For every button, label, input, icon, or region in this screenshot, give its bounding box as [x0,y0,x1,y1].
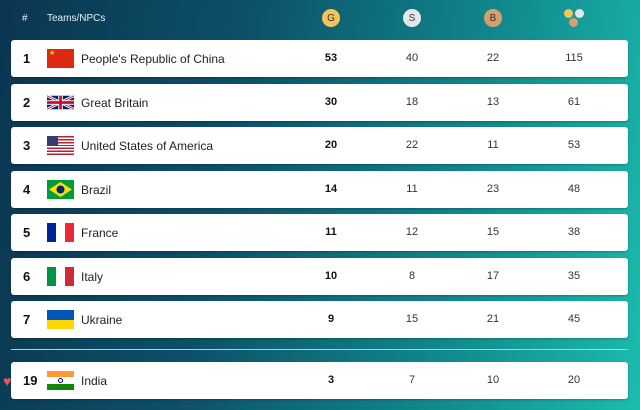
rank: 6 [23,268,31,284]
gold-count: 53 [324,52,338,64]
team-name[interactable]: France [81,226,119,240]
divider [11,349,628,350]
bronze-medal-icon[interactable]: B [484,9,502,27]
gold-count: 3 [327,374,335,386]
team-name[interactable]: People's Republic of China [81,52,225,66]
total-medals-icon[interactable] [563,8,585,28]
total-count: 53 [567,139,581,151]
table-row[interactable]: 2 Great Britain 30 18 13 61 [11,83,628,121]
italy-flag-icon [47,266,74,286]
gold-count: 20 [324,139,338,151]
silver-count: 40 [405,52,419,64]
team-name[interactable]: Ukraine [81,313,123,327]
silver-count: 15 [405,313,419,325]
total-count: 45 [567,313,581,325]
team-header: Teams/NPCs [47,13,106,24]
table-row[interactable]: 3 United States of America 20 22 11 53 [11,127,628,164]
total-count: 20 [567,374,581,386]
silver-count: 12 [405,226,419,238]
gold-count: 11 [325,226,337,238]
usa-flag-icon [47,136,74,155]
bronze-count: 13 [486,95,500,108]
bronze-count: 22 [486,52,500,64]
silver-count: 22 [405,139,419,151]
bronze-count: 15 [486,226,500,238]
silver-count: 11 [406,182,418,195]
bronze-count: 23 [486,182,500,195]
bronze-count: 11 [487,139,499,151]
gold-count: 30 [324,95,338,108]
total-count: 38 [567,226,581,238]
china-flag-icon: ★ [47,49,74,68]
total-count: 115 [565,52,583,64]
bronze-count: 17 [486,269,500,282]
gold-medal-icon[interactable]: G [322,9,340,27]
rank: 2 [23,94,31,110]
total-count: 35 [567,269,581,282]
bronze-count: 10 [486,374,500,386]
ukraine-flag-icon [47,310,74,329]
gold-count: 14 [324,182,338,195]
table-row[interactable]: 6 Italy 10 8 17 35 [11,257,628,295]
rank: 19 [23,373,38,388]
table-row[interactable]: 1 ★ People's Republic of China 53 40 22 … [11,40,628,77]
gold-count: 9 [327,313,335,325]
silver-count: 7 [408,374,416,386]
table-row[interactable]: 7 Ukraine 9 15 21 45 [11,301,628,338]
heart-icon[interactable]: ♥ [3,373,12,389]
india-flag-icon [47,371,74,390]
rank: 5 [23,225,31,240]
rank-header: # [22,13,28,24]
rank: 3 [23,138,31,153]
silver-medal-icon[interactable]: S [403,9,421,27]
total-count: 61 [567,95,581,108]
team-name[interactable]: United States of America [81,139,214,153]
silver-count: 18 [405,95,419,108]
table-row[interactable]: 5 France 11 12 15 38 [11,214,628,251]
team-name[interactable]: Great Britain [81,95,149,110]
gold-count: 10 [324,269,338,282]
uk-flag-icon [47,93,74,112]
bronze-count: 21 [486,313,500,325]
team-name[interactable]: Italy [81,269,104,284]
rank: 7 [23,312,31,327]
team-name[interactable]: India [81,374,108,388]
brazil-flag-icon [47,179,74,199]
total-count: 48 [567,182,581,195]
team-name[interactable]: Brazil [81,182,112,197]
rank: 4 [23,181,31,197]
france-flag-icon [47,223,74,242]
table-row[interactable]: 4 Brazil 14 11 23 48 [11,170,628,208]
table-header: # Teams/NPCs G S B [0,0,640,38]
rank: 1 [23,51,31,66]
table-row[interactable]: 19 India 3 7 10 20 [11,362,628,399]
silver-count: 8 [408,269,416,282]
